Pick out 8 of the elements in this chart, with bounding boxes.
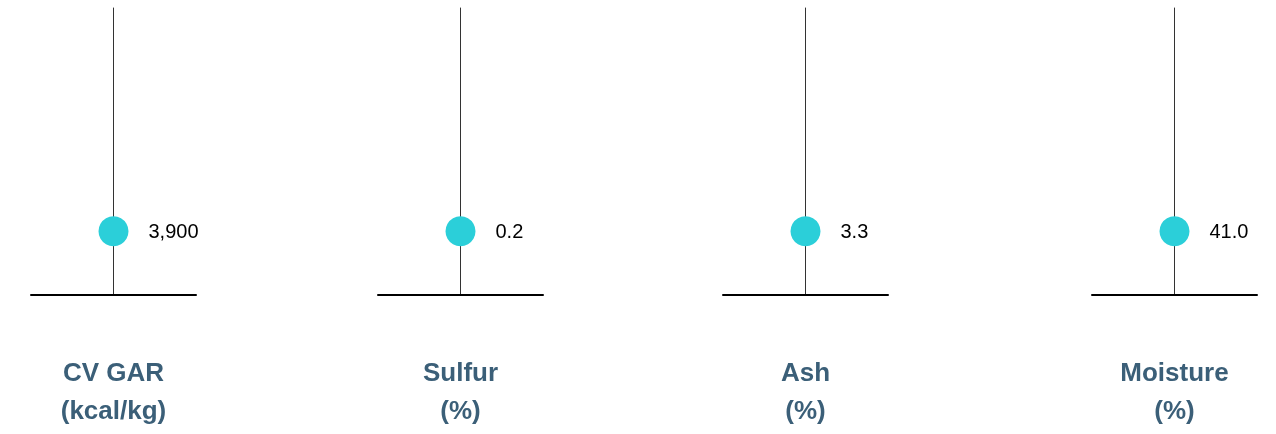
- text: Sulfur (%): [422, 357, 499, 425]
- data-label: 41.0: [1209, 220, 1249, 243]
- data-label: 3,900: [148, 220, 199, 243]
- text: Ash (%): [780, 357, 831, 425]
- text: Moisture (%): [1120, 357, 1229, 425]
- text: CV GAR (kcal/kg): [60, 357, 167, 425]
- data-label: 0.2: [495, 220, 524, 243]
- data-label: 3.3: [840, 220, 869, 243]
